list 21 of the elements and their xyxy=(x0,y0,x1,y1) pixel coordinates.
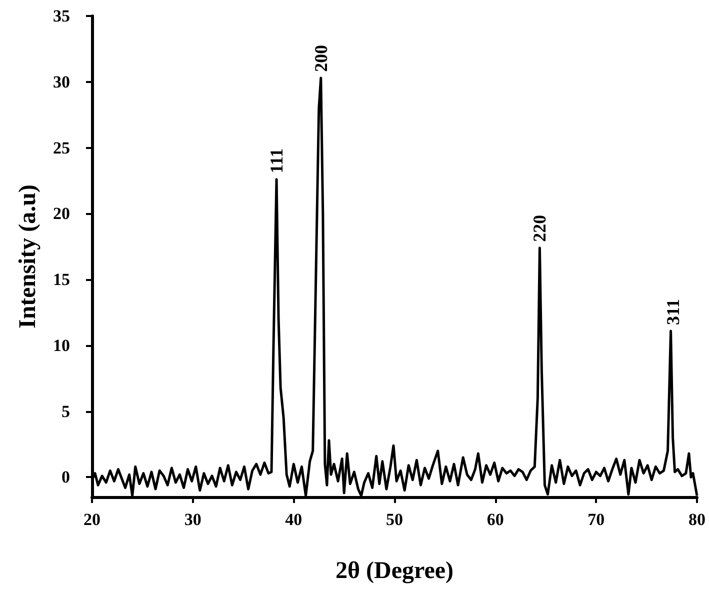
y-tick-label: 5 xyxy=(62,402,70,421)
annotation: 111 xyxy=(266,148,287,174)
x-tick-label: 60 xyxy=(486,510,504,529)
y-tick-label: 35 xyxy=(53,6,70,26)
x-tick-label: 20 xyxy=(84,510,100,529)
x-tick-label: 50 xyxy=(386,510,403,529)
y-tick-label: 30 xyxy=(53,72,70,92)
y-tick-label: 15 xyxy=(53,270,70,290)
y-axis-title: Intensity (a.u) xyxy=(15,184,41,329)
x-tick-label: 40 xyxy=(285,510,302,529)
x-tick-label: 80 xyxy=(688,510,706,529)
y-tick-label: 20 xyxy=(53,204,70,224)
annotation: 220 xyxy=(530,214,550,242)
x-axis-title: 2θ (Degree) xyxy=(335,558,454,584)
y-tick-label: 10 xyxy=(53,336,70,355)
annotation: 311 xyxy=(662,298,683,325)
annotation: 200 xyxy=(310,44,331,72)
y-tick-label: 25 xyxy=(53,138,70,158)
y-tick-label: 0 xyxy=(62,468,70,487)
x-tick-label: 30 xyxy=(184,510,202,529)
x-tick-label: 70 xyxy=(588,510,605,529)
